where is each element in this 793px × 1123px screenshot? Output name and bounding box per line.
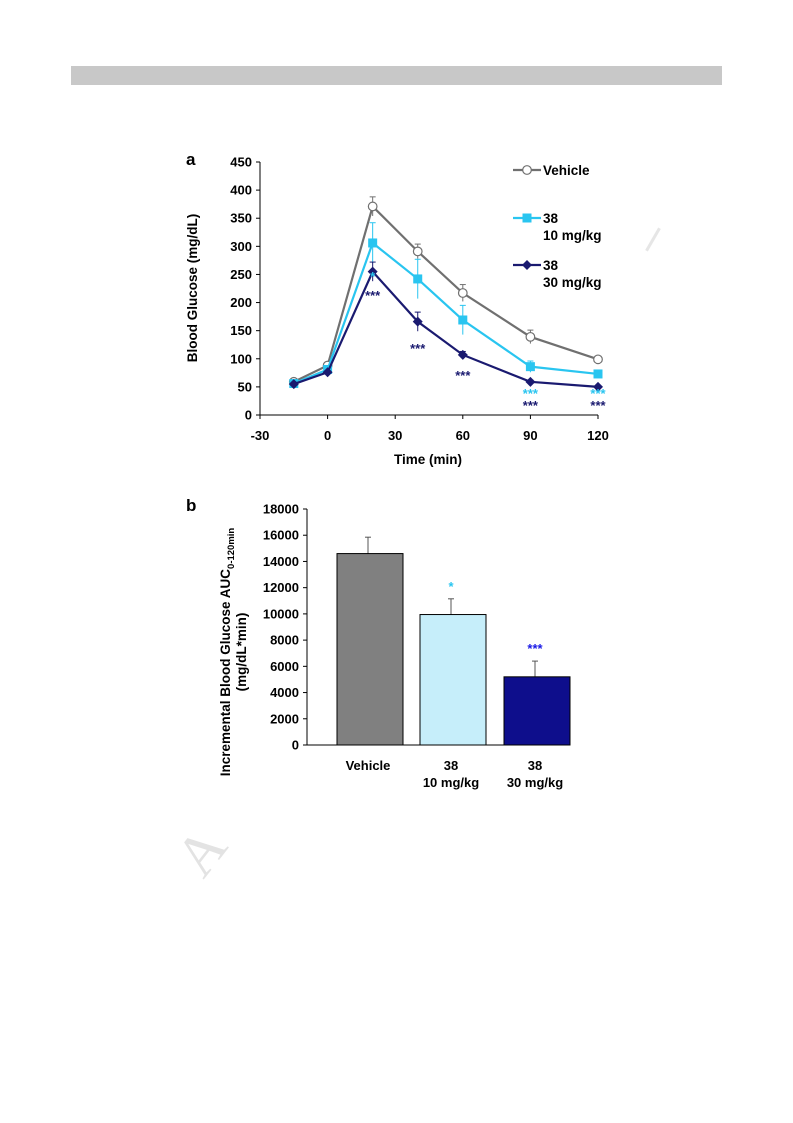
panel-b-bar-chart: b Incremental Blood Glucose AUC0-120min … [186,496,571,790]
panel-b-y-tick-label: 12000 [263,580,299,595]
bar [419,614,487,746]
legend-item-dose30: 38 30 mg/kg [513,258,602,290]
legend-label: 10 mg/kg [543,228,602,243]
panel-a-y-tick-label: 300 [230,239,252,254]
panel-a-x-axis-title: Time (min) [394,452,462,467]
panel-a-y-tick-label: 150 [230,323,252,338]
legend-label: 30 mg/kg [543,275,602,290]
bar [503,676,571,746]
panel-a-y-tick-label: 450 [230,155,252,170]
category-label: 30 mg/kg [507,775,563,790]
panel-a-x-tick-label: 120 [587,428,609,443]
significance-marker: *** [527,641,543,656]
panel-b-y-tick-label: 18000 [263,502,299,517]
panel-a-significance: ********************** [365,269,606,413]
bar-group-0: Vehicle [336,536,404,773]
legend-label: 38 [543,258,559,273]
panel-b-y-axis-title: Incremental Blood Glucose AUC0-120min [218,528,237,777]
legend-marker [522,260,532,270]
data-point [413,274,423,284]
panel-b-y-tick-label: 8000 [270,633,299,648]
data-point [525,362,535,372]
panel-a-y-tick-label: 250 [230,267,252,282]
series-dose10 [289,222,603,389]
panel-a-y-tick-label: 0 [245,408,252,423]
legend-item-dose10: 38 10 mg/kg [513,211,602,243]
panel-a-line-chart: a Blood Glucose (mg/dL) Time (min) 0 50 10… [185,150,609,467]
category-label: Vehicle [346,758,391,773]
legend-marker [522,165,532,175]
panel-b-letter: b [186,496,196,515]
significance-marker: *** [590,398,606,413]
bar-group-2: *** 38 30 mg/kg [503,641,571,790]
legend-label: 38 [543,211,559,226]
panel-b-y-tick-label: 2000 [270,711,299,726]
bar-group-1: * 38 10 mg/kg [419,579,487,790]
panel-b-y-tick-label: 10000 [263,606,299,621]
data-point [412,246,423,257]
legend-marker [522,213,532,223]
category-label: 10 mg/kg [423,775,479,790]
page-header-bar [71,66,722,85]
panel-a-x-tick-label: 90 [523,428,537,443]
data-point [412,316,423,327]
significance-marker: * [370,269,376,284]
panel-a-y-axis-title: Blood Glucose (mg/dL) [185,214,200,363]
significance-marker: *** [590,386,606,401]
panel-b-y-tick-label: 16000 [263,528,299,543]
panel-b-y-tick-label: 14000 [263,554,299,569]
bar [336,553,404,746]
data-point [525,331,536,342]
legend-item-vehicle: Vehicle [513,163,590,178]
data-point [593,369,603,379]
panel-a-x-tick-label: 30 [388,428,402,443]
significance-marker: *** [365,288,381,303]
data-point [367,201,378,212]
significance-marker: *** [455,368,471,383]
panel-b-y-axis-units: (mg/dL*min) [234,613,249,692]
category-label: 38 [528,758,542,773]
panel-a-letter: a [186,150,196,169]
panel-a-y-tick-label: 100 [230,351,252,366]
panel-b-y-tick-label: 0 [292,738,299,753]
legend-label: Vehicle [543,163,590,178]
category-label: 38 [444,758,458,773]
panel-a-x-tick-label: 60 [456,428,470,443]
panel-a-x-tick-label: 0 [324,428,331,443]
significance-marker: * [448,579,454,594]
data-point [322,367,333,378]
data-point [458,315,468,325]
data-point [368,238,378,248]
panel-a-legend: Vehicle 38 10 mg/kg 38 30 mg/kg [513,163,602,290]
data-point [367,266,378,277]
panel-a-y-tick-label: 50 [238,379,252,394]
panel-b-y-tick-label: 6000 [270,659,299,674]
data-point [593,381,603,392]
panel-a-y-tick-label: 200 [230,295,252,310]
significance-marker: *** [410,341,426,356]
data-point [457,288,468,298]
data-point [288,379,299,390]
significance-marker: *** [523,398,539,413]
data-point [525,376,536,387]
series-dose30 [288,261,603,392]
panel-a-y-tick-label: 400 [230,183,252,198]
significance-marker: *** [523,386,539,401]
panel-b-y-tick-label: 4000 [270,685,299,700]
panel-a-x-tick-label: -30 [251,428,270,443]
data-point [457,349,468,360]
data-point [593,354,603,365]
panel-a-y-tick-label: 350 [230,211,252,226]
